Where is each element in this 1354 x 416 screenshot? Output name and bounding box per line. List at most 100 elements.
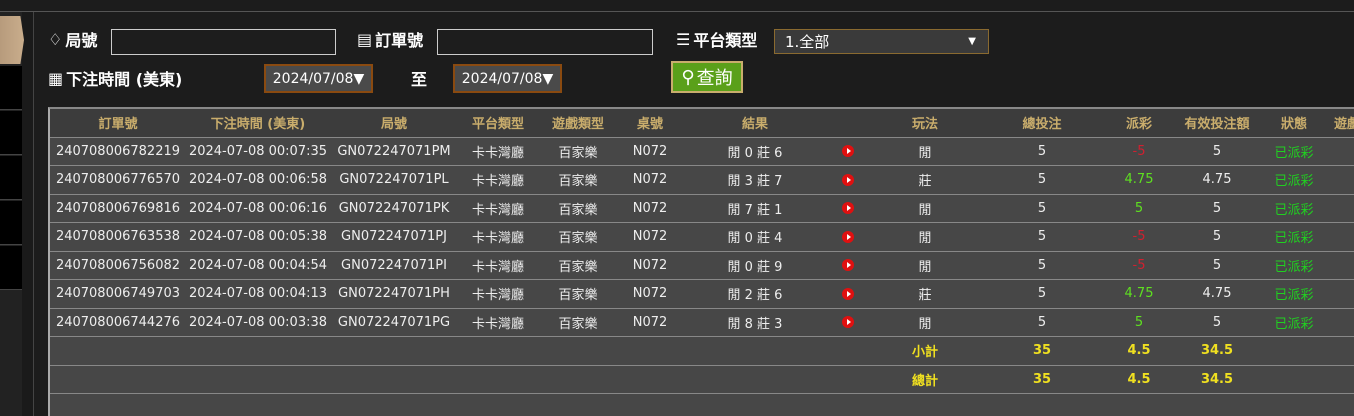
column-header: 局號 — [380, 117, 407, 133]
play-video-icon[interactable] — [842, 259, 854, 272]
cell-bet-type: 閒 — [918, 202, 932, 218]
play-video-icon[interactable] — [842, 145, 854, 158]
cell-bet-time: 2024-07-08 00:05:38 — [188, 229, 328, 245]
column-header: 狀態 — [1280, 117, 1307, 133]
cell-game-mode: - — [1330, 144, 1354, 159]
cell-valid-bet: 5 — [1212, 143, 1222, 159]
cell-bet-time: 2024-07-08 00:07:35 — [188, 143, 328, 159]
round-input[interactable] — [111, 29, 336, 55]
table-row: 240708006776570 2024-07-08 00:06:58 GN0722… — [50, 166, 1354, 195]
cell-platform: 卡卡灣廳 — [471, 316, 524, 332]
cell-order-no: 240708006756082 — [55, 257, 181, 273]
sidebar-active-tab[interactable] — [0, 16, 24, 64]
cell-status: 已派彩 — [1274, 202, 1314, 218]
cell-bet-type: 閒 — [918, 231, 932, 247]
cell-bet-type: 閒 — [918, 316, 932, 332]
cell-status: 已派彩 — [1274, 288, 1314, 304]
cell-platform: 卡卡灣廳 — [471, 288, 524, 304]
top-bar — [0, 0, 1354, 12]
main-panel: ♢ 局號 ▤ 訂單號 ☰ 平台類型 1.全部 ▼ ▦ 下注時間 (美東) 2024/07/… — [33, 12, 1354, 416]
table-row: 240708006749703 2024-07-08 00:04:13 GN0722… — [50, 280, 1354, 309]
sidebar-item[interactable] — [0, 111, 22, 155]
order-label-text: 訂單號 — [375, 31, 424, 50]
cell-game-type: 百家樂 — [558, 145, 598, 161]
cell-video — [828, 201, 868, 216]
cell-order-no: 240708006763538 — [55, 229, 181, 245]
date-from-picker[interactable]: 2024/07/08▼ — [264, 64, 373, 93]
play-video-icon[interactable] — [842, 230, 854, 243]
chevron-down-icon: ▼ — [968, 36, 976, 47]
order-input[interactable] — [437, 29, 653, 55]
cell-bet-time: 2024-07-08 00:03:38 — [188, 314, 328, 330]
column-header: 訂單號 — [98, 117, 138, 133]
subtotal-valid: 34.5 — [1200, 343, 1234, 359]
cell-total-bet: 5 — [1037, 200, 1047, 216]
platform-select-value: 1.全部 — [785, 33, 830, 51]
cell-status: 已派彩 — [1274, 259, 1314, 275]
subtotal-payout: 4.5 — [1127, 343, 1151, 359]
cell-valid-bet: 5 — [1212, 229, 1222, 245]
cell-status: 已派彩 — [1274, 316, 1314, 332]
play-video-icon[interactable] — [842, 287, 854, 300]
cell-payout: 4.75 — [1124, 286, 1154, 302]
cell-status: 已派彩 — [1274, 231, 1314, 247]
play-video-icon[interactable] — [842, 202, 854, 215]
play-video-icon[interactable] — [842, 316, 854, 329]
cell-payout: -5 — [1132, 229, 1146, 245]
round-label: ♢ 局號 — [48, 27, 97, 51]
platform-label: ☰ 平台類型 — [676, 27, 757, 51]
cell-order-no: 240708006782219 — [55, 143, 181, 159]
cell-payout: -5 — [1132, 257, 1146, 273]
cell-total-bet: 5 — [1037, 314, 1047, 330]
cell-round-no: GN072247071PH — [338, 286, 450, 302]
column-header: 遊戲類型 — [551, 117, 604, 133]
column-header: 總投注 — [1022, 117, 1062, 133]
table-row: 240708006763538 2024-07-08 00:05:38 GN0722… — [50, 223, 1354, 252]
cell-video — [828, 144, 868, 159]
cell-bet-type: 閒 — [918, 259, 932, 275]
platform-label-text: 平台類型 — [693, 31, 758, 50]
play-video-icon[interactable] — [842, 173, 854, 186]
cell-valid-bet: 5 — [1212, 257, 1222, 273]
cell-bet-type: 莊 — [918, 174, 932, 190]
platform-select[interactable]: 1.全部 ▼ — [774, 29, 989, 54]
cell-round-no: GN072247071PK — [338, 200, 450, 216]
table-row: 240708006756082 2024-07-08 00:04:54 GN0722… — [50, 252, 1354, 280]
cell-order-no: 240708006769816 — [55, 200, 181, 216]
total-bet: 35 — [1032, 371, 1052, 387]
cell-round-no: GN072247071PJ — [341, 229, 447, 245]
sidebar — [0, 12, 24, 416]
cell-platform: 卡卡灣廳 — [471, 174, 524, 190]
tag-icon: ♢ — [48, 29, 63, 49]
table-row: 240708006782219 2024-07-08 00:07:35 GN0722… — [50, 138, 1354, 166]
date-to-picker[interactable]: 2024/07/08▼ — [453, 64, 562, 93]
cell-game-mode: - — [1330, 315, 1354, 330]
sidebar-item[interactable] — [0, 66, 22, 110]
cell-game-mode: - — [1330, 201, 1354, 216]
cell-video — [828, 258, 868, 273]
total-row: 總計 35 4.5 34.5 — [50, 366, 1354, 394]
table-row: 240708006769816 2024-07-08 00:06:16 GN0722… — [50, 195, 1354, 223]
cell-bet-time: 2024-07-08 00:04:13 — [188, 286, 328, 302]
cell-payout: 5 — [1134, 200, 1144, 216]
cell-table-no: N072 — [632, 200, 668, 216]
cell-status: 已派彩 — [1274, 174, 1314, 190]
cell-result: 閒 2 莊 6 — [727, 288, 783, 304]
order-label: ▤ 訂單號 — [357, 27, 423, 51]
sidebar-item[interactable] — [0, 246, 22, 290]
cell-result: 閒 0 莊 6 — [727, 145, 783, 161]
sidebar-item[interactable] — [0, 156, 22, 200]
cell-game-type: 百家樂 — [558, 316, 598, 332]
cell-round-no: GN072247071PG — [337, 314, 451, 330]
clipboard-icon: ▤ — [357, 29, 373, 49]
sidebar-item[interactable] — [0, 201, 22, 245]
cell-game-type: 百家樂 — [558, 288, 598, 304]
subtotal-bet: 35 — [1032, 343, 1052, 359]
cell-total-bet: 5 — [1037, 143, 1047, 159]
search-button[interactable]: ⚲ 查詢 — [671, 61, 743, 93]
column-header: 平台類型 — [471, 117, 524, 133]
total-label: 總計 — [911, 373, 938, 389]
time-label-text: 下注時間 (美東) — [66, 70, 183, 89]
column-header: 派彩 — [1125, 117, 1152, 133]
cell-result: 閒 0 莊 9 — [727, 259, 783, 275]
